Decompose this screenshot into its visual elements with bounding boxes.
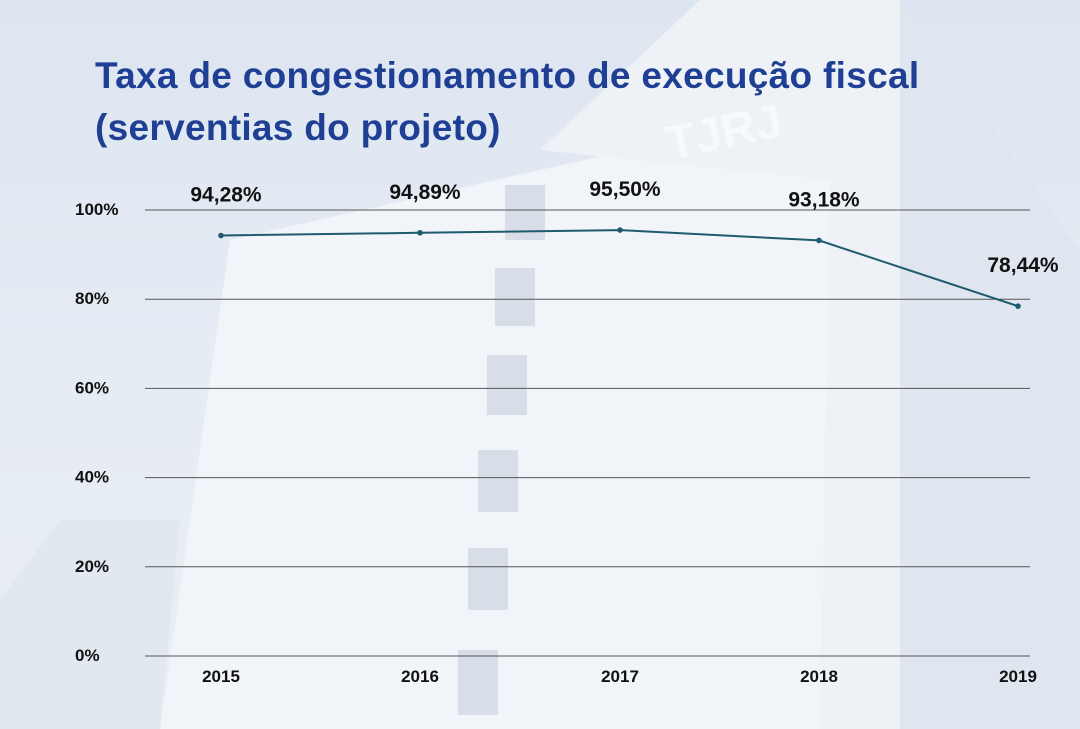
data-label: 93,18% xyxy=(788,188,860,211)
data-label: 78,44% xyxy=(987,254,1059,277)
x-tick-label: 2015 xyxy=(202,667,240,686)
x-tick-label: 2017 xyxy=(601,667,639,686)
building-side xyxy=(900,0,1080,729)
y-tick-label: 20% xyxy=(75,557,109,576)
title-line-1: Taxa de congestionamento de execução fis… xyxy=(95,55,920,96)
y-tick-label: 0% xyxy=(75,646,100,665)
data-point xyxy=(1015,303,1021,309)
data-point xyxy=(617,227,623,233)
data-label: 94,28% xyxy=(190,184,262,207)
data-point xyxy=(218,232,224,239)
x-tick-label: 2016 xyxy=(401,667,439,686)
data-label: 94,89% xyxy=(389,181,461,204)
y-tick-label: 40% xyxy=(75,468,109,487)
building-windows xyxy=(458,185,545,715)
y-tick-label: 60% xyxy=(75,378,109,397)
series-line xyxy=(220,229,1019,308)
data-label: 95,50% xyxy=(589,178,661,201)
x-tick-label: 2019 xyxy=(999,667,1037,686)
title-line-2: (serventias do projeto) xyxy=(95,107,501,148)
building-left xyxy=(0,520,180,729)
data-point xyxy=(417,229,423,236)
y-tick-label: 80% xyxy=(75,289,109,308)
data-point xyxy=(816,237,822,244)
y-tick-label: 100% xyxy=(75,200,118,219)
x-tick-label: 2018 xyxy=(800,667,838,686)
chart-title: Taxa de congestionamento de execução fis… xyxy=(95,50,919,154)
